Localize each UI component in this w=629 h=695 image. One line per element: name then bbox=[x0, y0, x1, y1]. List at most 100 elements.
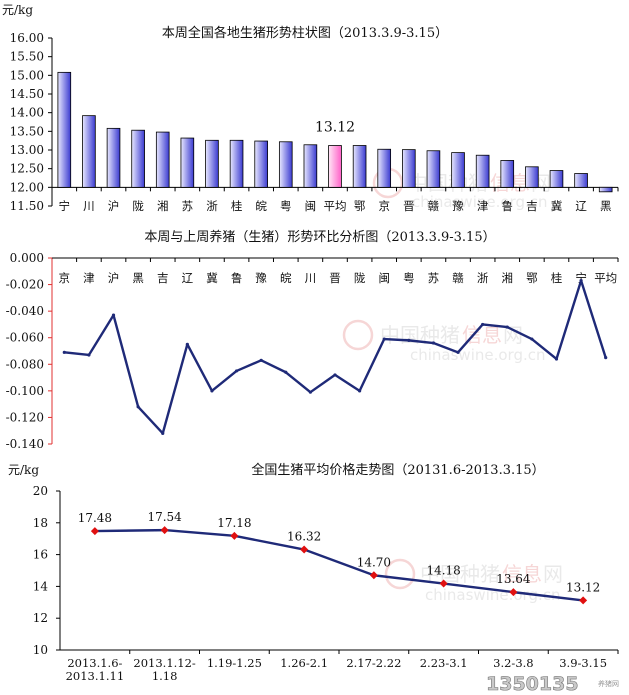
chart-2-point bbox=[505, 325, 509, 329]
chart-1-bar bbox=[180, 137, 195, 188]
chart-1-y-tick-label: 12.00 bbox=[10, 180, 44, 194]
chart-2-y-tick-label: -0.080 bbox=[6, 357, 44, 371]
chart-2-y-tick-label: -0.060 bbox=[6, 331, 44, 345]
chart-2-category-label: 辽 bbox=[182, 271, 194, 285]
chart-3-title: 全国生猪平均价格走势图（20131.6-2013.3.15） bbox=[251, 462, 544, 478]
chart-3-category-label: 1.19-1.25 bbox=[207, 656, 262, 670]
chart-1-category-label: 鲁 bbox=[502, 199, 514, 213]
chart-3-y-tick-label: 12 bbox=[33, 611, 48, 625]
chart-1-category-label: 皖 bbox=[255, 199, 267, 213]
chart-3-marker bbox=[300, 545, 309, 554]
chart-1-category-label: 鄂 bbox=[354, 199, 366, 213]
chart-3-y-tick-label: 20 bbox=[33, 484, 48, 498]
chart-1-y-unit: 元/kg bbox=[2, 3, 33, 17]
chart-3-y-unit: 元/kg bbox=[8, 463, 39, 477]
chart-2-category-label: 宁 bbox=[575, 271, 587, 285]
chart-2-point bbox=[259, 358, 263, 362]
watermark-2-en: chinaswine.org.cn bbox=[410, 346, 546, 364]
chart-1-category-label: 冀 bbox=[551, 199, 563, 213]
chart-3-data-label: 13.64 bbox=[496, 572, 531, 586]
chart-1-bar bbox=[303, 144, 318, 188]
chart-1-category-label: 浙 bbox=[206, 199, 218, 213]
chart-3-data-label: 17.48 bbox=[78, 511, 112, 525]
chart-2-point bbox=[382, 337, 386, 341]
chart-2-category-label: 豫 bbox=[255, 271, 267, 285]
chart-1-category-label: 平均 bbox=[324, 199, 347, 213]
chart-2-point bbox=[161, 431, 165, 435]
watermark-3-cn-c: 网 bbox=[543, 562, 563, 586]
chart-2-category-label: 皖 bbox=[280, 271, 292, 285]
chart-2-point bbox=[358, 389, 362, 393]
chart-1-bar bbox=[254, 140, 268, 188]
chart-3-marker bbox=[230, 531, 239, 540]
chart-3-data-label: 14.70 bbox=[357, 555, 391, 569]
chart-1-y-tick-label: 13.50 bbox=[10, 124, 44, 138]
chart-1-y-tick-label: 14.50 bbox=[10, 87, 44, 101]
corner-logo-small: 养猪网 bbox=[598, 679, 619, 688]
chart-1-bar bbox=[500, 160, 515, 188]
chart-2-point bbox=[481, 322, 485, 327]
chart-2-category-label: 京 bbox=[59, 271, 71, 285]
chart-3-marker bbox=[369, 571, 378, 580]
chart-3-marker bbox=[509, 588, 518, 597]
chart-3-marker bbox=[90, 527, 99, 536]
corner-logo: 1350135 养猪网 bbox=[486, 673, 619, 695]
chart-2-category-label: 浙 bbox=[477, 271, 489, 285]
chart-1-category-label: 粤 bbox=[280, 199, 292, 213]
chart-1-category-label: 津 bbox=[477, 199, 489, 213]
chart-2-y-tick-label: -0.020 bbox=[6, 278, 44, 292]
chart-1-category-label: 吉 bbox=[526, 199, 538, 213]
chart-1-y-tick-label: 16.00 bbox=[10, 31, 44, 45]
chart-3-data-label: 13.12 bbox=[566, 580, 600, 594]
chart-1-category-label: 川 bbox=[83, 199, 95, 213]
chart-2-category-label: 粤 bbox=[403, 271, 415, 285]
chart-2-y-tick-label: 0.000 bbox=[10, 251, 44, 265]
chart-2-category-label: 鄂 bbox=[526, 271, 538, 285]
chart-2-category-label: 闽 bbox=[378, 271, 390, 285]
watermark-2-cn-a: 中国种猪 bbox=[380, 323, 460, 347]
chart-3-data-label: 17.18 bbox=[217, 516, 251, 530]
chart-2-category-label: 鲁 bbox=[231, 271, 243, 285]
chart-2-point bbox=[62, 350, 66, 354]
chart-2-point bbox=[111, 313, 116, 317]
chart-3-category-label: 2013.1.6-2013.1.11 bbox=[66, 656, 125, 683]
chart-2-category-label: 津 bbox=[83, 271, 95, 285]
chart-2-point bbox=[333, 373, 337, 377]
chart-1-bar bbox=[328, 145, 342, 188]
chart-2-category-label: 冀 bbox=[206, 271, 218, 285]
watermark-2: 中国种猪 信息 网 chinaswine.org.cn bbox=[342, 319, 546, 364]
chart-2-point bbox=[604, 356, 608, 360]
chart-2-point bbox=[456, 350, 460, 354]
corner-logo-number: 1350135 bbox=[486, 673, 579, 695]
chart-1-bar bbox=[205, 139, 219, 188]
chart-2-point bbox=[431, 341, 436, 345]
watermark-3-cn-b: 信息 bbox=[502, 562, 542, 586]
chart-1-category-label: 闽 bbox=[305, 199, 317, 213]
chart-1-y-tick-label: 13.00 bbox=[10, 143, 44, 157]
chart-1-category-label: 苏 bbox=[182, 199, 194, 213]
watermark-3: 中国种猪 信息 网 chinaswine.org.cn bbox=[384, 558, 563, 604]
chart-2-title: 本周与上周养猪（生猪）形势环比分析图（2013.3.9-3.15） bbox=[144, 229, 495, 245]
chart-1-bar bbox=[451, 152, 465, 188]
chart-2-category-label: 湘 bbox=[502, 271, 514, 285]
chart-2-point bbox=[210, 389, 214, 393]
chart-2-weekly-change-line: 本周与上周养猪（生猪）形势环比分析图（2013.3.9-3.15） 0.000 -… bbox=[6, 229, 619, 451]
chart-1-category-label: 晋 bbox=[403, 199, 415, 213]
chart-1-bar bbox=[426, 150, 441, 188]
chart-3-data-label: 16.32 bbox=[287, 530, 321, 544]
chart-1-bar bbox=[278, 141, 293, 188]
chart-3-category-label: 1.26-2.1 bbox=[280, 656, 328, 670]
chart-2-category-label: 赣 bbox=[452, 271, 464, 285]
chart-3-category-label: 2.17-2.22 bbox=[346, 656, 401, 670]
chart-1-bar bbox=[525, 166, 539, 188]
watermark-2-cn-c: 网 bbox=[503, 323, 523, 347]
watermark-1-en: chinaswine.org.cn bbox=[412, 193, 548, 211]
chart-2-category-label: 沪 bbox=[108, 271, 120, 285]
chart-1-bar bbox=[574, 173, 588, 188]
chart-1-regional-price-bars: 元/kg 本周全国各地生猪形势柱状图（2013.3.9-3.15） 16.00 1… bbox=[2, 3, 619, 213]
chart-2-category-label: 晋 bbox=[329, 271, 341, 285]
chart-1-category-label: 豫 bbox=[452, 199, 464, 213]
chart-2-point bbox=[185, 342, 189, 346]
chart-3-y-tick-label: 10 bbox=[33, 643, 48, 657]
